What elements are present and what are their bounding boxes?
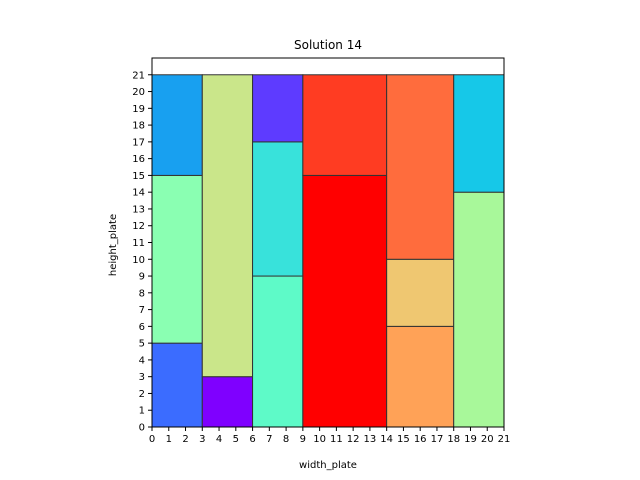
x-axis-label: width_plate	[299, 460, 357, 471]
chart-title: Solution 14	[294, 38, 362, 52]
plate-rect-4	[201, 74, 254, 378]
plate-rect-14	[453, 74, 505, 193]
y-tick-label: 11	[132, 238, 145, 249]
y-tick-label: 13	[132, 204, 145, 215]
plate-rect-11	[386, 258, 455, 327]
x-tick-label: 0	[149, 434, 155, 445]
x-tick-label: 14	[380, 434, 393, 445]
y-tick-label: 3	[139, 372, 145, 383]
y-tick-label: 6	[139, 322, 145, 333]
plate-rect-7	[252, 74, 304, 143]
y-axis-label: height_plate	[108, 214, 119, 276]
y-tick-label: 7	[139, 305, 145, 316]
x-axis-ticks: 0 1 2 3 4 5 6 7 8 9 10 11 12 13 14 15 16 17 18 19 20 21	[149, 427, 511, 445]
y-tick-label: 12	[132, 221, 145, 232]
plate-rect-13	[453, 191, 505, 428]
x-tick-label: 13	[364, 434, 377, 445]
y-tick-label: 1	[139, 406, 145, 417]
x-tick-label: 21	[498, 434, 511, 445]
y-tick-label: 2	[139, 389, 145, 400]
y-tick-label: 10	[132, 255, 145, 266]
x-tick-label: 10	[313, 434, 326, 445]
plate-rect-3	[201, 376, 254, 428]
plate-rect-2	[151, 74, 203, 176]
y-tick-label: 4	[139, 355, 145, 366]
x-tick-label: 18	[447, 434, 460, 445]
plate-rect-9	[302, 74, 388, 176]
y-tick-label: 5	[139, 339, 145, 350]
x-tick-label: 12	[347, 434, 360, 445]
x-tick-label: 2	[182, 434, 188, 445]
y-tick-label: 14	[132, 188, 145, 199]
plate-rect-12	[386, 74, 455, 260]
x-tick-label: 17	[431, 434, 444, 445]
y-tick-label: 0	[139, 423, 145, 434]
y-tick-label: 8	[139, 288, 145, 299]
x-tick-label: 4	[216, 434, 222, 445]
y-tick-label: 16	[132, 154, 145, 165]
y-tick-label: 19	[132, 104, 145, 115]
y-tick-label: 18	[132, 121, 145, 132]
plate-rect-1	[151, 174, 203, 344]
x-tick-label: 7	[266, 434, 272, 445]
plate-rect-0	[151, 342, 203, 428]
plate-rect-8	[302, 174, 388, 428]
x-tick-label: 9	[300, 434, 306, 445]
x-tick-label: 8	[283, 434, 289, 445]
y-tick-label: 20	[132, 87, 145, 98]
x-tick-label: 16	[414, 434, 427, 445]
plate-rect-10	[386, 325, 455, 428]
x-tick-label: 19	[464, 434, 477, 445]
x-tick-label: 6	[249, 434, 255, 445]
plot-rectangles	[151, 74, 505, 428]
y-tick-label: 17	[132, 137, 145, 148]
x-tick-label: 11	[330, 434, 343, 445]
x-tick-label: 1	[166, 434, 172, 445]
x-tick-label: 5	[233, 434, 239, 445]
x-tick-label: 15	[397, 434, 410, 445]
plate-rect-6	[252, 141, 304, 277]
y-tick-label: 9	[139, 272, 145, 283]
x-tick-label: 3	[199, 434, 205, 445]
x-tick-label: 20	[481, 434, 494, 445]
y-tick-label: 21	[132, 70, 145, 81]
y-tick-label: 15	[132, 171, 145, 182]
plate-rect-5	[252, 275, 304, 428]
